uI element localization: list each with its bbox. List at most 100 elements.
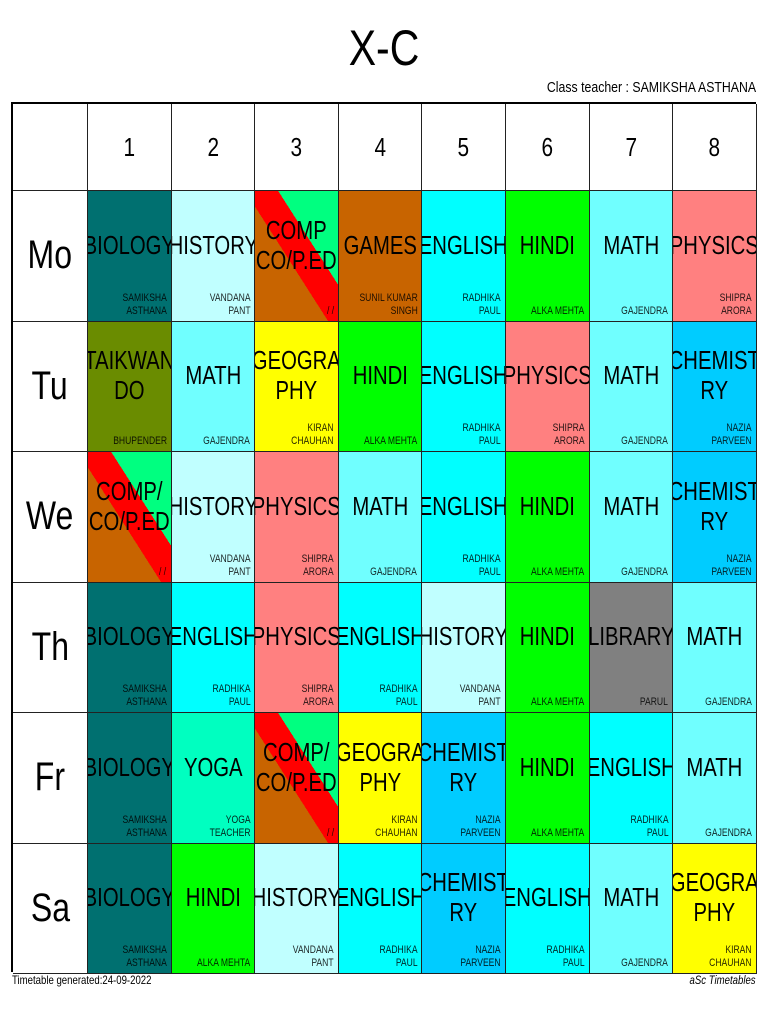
lesson-cell[interactable]: GAMES SUNIL KUMAR SINGH xyxy=(338,191,423,322)
lesson-cell[interactable]: ENGLISH RADHIKA PAUL xyxy=(422,191,506,322)
teacher-name: ALKA MEHTA xyxy=(531,696,585,708)
period-number: 5 xyxy=(457,131,470,162)
subject-name: PHYSICS xyxy=(673,229,757,260)
lesson-cell[interactable]: MATH GAJENDRA xyxy=(589,452,674,583)
period-header: 8 xyxy=(673,104,757,191)
subject-name: GAMES xyxy=(343,229,417,260)
day-label: Th xyxy=(31,624,69,669)
class-teacher-label: Class teacher : SAMIKSHA ASTHANA xyxy=(546,79,756,96)
teacher-name: RADHIKA PAUL xyxy=(630,813,669,839)
period-header: 5 xyxy=(422,104,506,191)
period-number: 3 xyxy=(290,131,303,162)
lesson-cell[interactable]: ENGLISH RADHIKA PAUL xyxy=(171,582,256,713)
lesson-cell[interactable]: GEOGRA PHY KIRAN CHAUHAN xyxy=(255,321,339,452)
lesson-cell[interactable]: BIOLOGY SAMIKSHA ASTHANA xyxy=(88,582,172,713)
teacher-name: RADHIKA PAUL xyxy=(462,552,501,578)
lesson-cell[interactable]: HINDI ALKA MEHTA xyxy=(506,452,590,583)
subject-name: BIOLOGY xyxy=(88,751,172,782)
subject-name: HINDI xyxy=(519,751,575,782)
subject-name: HINDI xyxy=(519,490,575,521)
lesson-cell[interactable]: HINDI ALKA MEHTA xyxy=(171,843,256,974)
lesson-cell[interactable]: CHEMIST RY NAZIA PARVEEN xyxy=(673,321,757,452)
lesson-cell[interactable]: GEOGRA PHY KIRAN CHAUHAN xyxy=(338,713,423,844)
lesson-cell[interactable]: BIOLOGY SAMIKSHA ASTHANA xyxy=(88,843,172,974)
lesson-cell[interactable]: ENGLISH RADHIKA PAUL xyxy=(589,713,674,844)
day-label: Mo xyxy=(27,233,73,278)
lesson-cell[interactable]: COMP/ CO/P.ED / / xyxy=(88,452,172,583)
subject-name: ENGLISH xyxy=(171,621,256,652)
lesson-cell[interactable]: HINDI ALKA MEHTA xyxy=(506,713,590,844)
period-number: 8 xyxy=(708,131,721,162)
day-label-cell: Fr xyxy=(13,713,88,844)
lesson-cell[interactable]: MATH GAJENDRA xyxy=(338,452,423,583)
lesson-cell[interactable]: PHYSICS SHIPRA ARORA xyxy=(673,191,757,322)
lesson-cell[interactable]: MATH GAJENDRA xyxy=(673,713,757,844)
teacher-name: GAJENDRA xyxy=(705,826,752,839)
lesson-cell[interactable]: PHYSICS SHIPRA ARORA xyxy=(255,582,339,713)
lesson-cell[interactable]: HINDI ALKA MEHTA xyxy=(506,582,590,713)
lesson-cell[interactable]: HINDI ALKA MEHTA xyxy=(338,321,423,452)
lesson-cell[interactable]: ENGLISH RADHIKA PAUL xyxy=(338,843,423,974)
subject-name: MATH xyxy=(602,229,659,260)
lesson-cell[interactable]: ENGLISH RADHIKA PAUL xyxy=(506,843,590,974)
teacher-name: VANDANA PANT xyxy=(209,552,251,578)
subject-name: BIOLOGY xyxy=(88,229,172,260)
day-label-cell: Sa xyxy=(13,843,88,974)
subject-name: ENGLISH xyxy=(422,490,506,521)
lesson-cell[interactable]: YOGA YOGA TEACHER xyxy=(171,713,256,844)
subject-name: COMP CO/P.ED xyxy=(256,214,337,275)
lesson-cell[interactable]: CHEMIST RY NAZIA PARVEEN xyxy=(422,713,506,844)
lesson-cell[interactable]: ENGLISH RADHIKA PAUL xyxy=(422,321,506,452)
lesson-cell[interactable]: CHEMIST RY NAZIA PARVEEN xyxy=(422,843,506,974)
lesson-cell[interactable]: MATH GAJENDRA xyxy=(673,582,757,713)
lesson-cell[interactable]: ENGLISH RADHIKA PAUL xyxy=(422,452,506,583)
subject-name: ENGLISH xyxy=(338,621,423,652)
subject-name: ENGLISH xyxy=(422,360,506,391)
teacher-name: NAZIA PARVEEN xyxy=(460,944,501,969)
teacher-name: SAMIKSHA ASTHANA xyxy=(122,944,167,969)
lesson-cell[interactable]: PHYSICS SHIPRA ARORA xyxy=(506,321,590,452)
subject-name: HISTORY xyxy=(255,882,339,913)
subject-name: HISTORY xyxy=(422,621,506,652)
lesson-cell[interactable]: LIBRARY PARUL xyxy=(589,582,674,713)
lesson-cell[interactable]: BIOLOGY SAMIKSHA ASTHANA xyxy=(88,191,172,322)
subject-name: CHEMIST RY xyxy=(422,867,506,928)
lesson-cell[interactable]: COMP CO/P.ED / / xyxy=(255,191,339,322)
subject-name: GEOGRA PHY xyxy=(255,345,339,406)
brand-label: aSc Timetables xyxy=(689,973,756,987)
lesson-cell[interactable]: HISTORY VANDANA PANT xyxy=(255,843,339,974)
day-label: Sa xyxy=(30,885,70,930)
lesson-cell[interactable]: HISTORY VANDANA PANT xyxy=(171,191,256,322)
lesson-cell[interactable]: TAIKWAN DO BHUPENDER xyxy=(88,321,172,452)
lesson-cell[interactable]: GEOGRA PHY KIRAN CHAUHAN xyxy=(673,843,757,974)
class-title: X-C xyxy=(348,20,420,76)
day-label: Tu xyxy=(31,363,69,408)
subject-name: ENGLISH xyxy=(506,882,590,913)
day-label-cell: Th xyxy=(13,582,88,713)
subject-name: TAIKWAN DO xyxy=(88,345,172,406)
lesson-cell[interactable]: ENGLISH RADHIKA PAUL xyxy=(338,582,423,713)
subject-name: HISTORY xyxy=(171,229,256,260)
lesson-cell[interactable]: HINDI ALKA MEHTA xyxy=(506,191,590,322)
lesson-cell[interactable]: CHEMIST RY NAZIA PARVEEN xyxy=(673,452,757,583)
lesson-cell[interactable]: HISTORY VANDANA PANT xyxy=(422,582,506,713)
teacher-name: GAJENDRA xyxy=(203,435,251,447)
teacher-name: KIRAN CHAUHAN xyxy=(709,944,752,969)
subject-name: BIOLOGY xyxy=(88,882,172,913)
teacher-name: PARUL xyxy=(640,696,669,708)
lesson-cell[interactable]: MATH GAJENDRA xyxy=(589,843,674,974)
teacher-name: VANDANA PANT xyxy=(209,291,251,317)
period-header: 1 xyxy=(88,104,172,191)
lesson-cell[interactable]: COMP/ CO/P.ED / / xyxy=(255,713,339,844)
subject-name: ENGLISH xyxy=(589,751,674,782)
teacher-name: SUNIL KUMAR SINGH xyxy=(359,291,418,317)
lesson-cell[interactable]: PHYSICS SHIPRA ARORA xyxy=(255,452,339,583)
teacher-name: KIRAN CHAUHAN xyxy=(374,813,418,839)
teacher-name: SAMIKSHA ASTHANA xyxy=(122,813,167,839)
lesson-cell[interactable]: MATH GAJENDRA xyxy=(589,191,674,322)
lesson-cell[interactable]: HISTORY VANDANA PANT xyxy=(171,452,256,583)
subject-name: MATH xyxy=(184,360,241,391)
lesson-cell[interactable]: MATH GAJENDRA xyxy=(589,321,674,452)
lesson-cell[interactable]: MATH GAJENDRA xyxy=(171,321,256,452)
lesson-cell[interactable]: BIOLOGY SAMIKSHA ASTHANA xyxy=(88,713,172,844)
